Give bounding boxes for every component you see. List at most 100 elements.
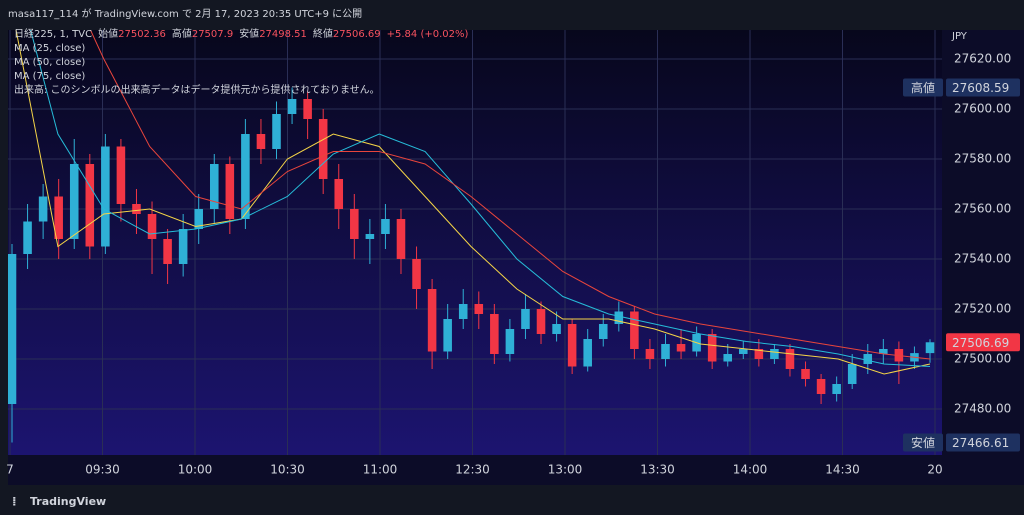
candle-body: [536, 309, 546, 334]
candle-body: [552, 324, 561, 334]
time-axis: [8, 455, 942, 485]
candle-body: [879, 349, 888, 354]
ohlc-value: 27502.36: [118, 29, 166, 40]
candle-body: [318, 119, 328, 179]
x-tick-label: 13:00: [548, 463, 583, 477]
x-tick-label: 11:00: [363, 463, 398, 477]
candle-body: [147, 214, 157, 239]
candle-body: [350, 209, 359, 239]
candle-body: [474, 304, 484, 314]
candle-body: [847, 364, 857, 384]
candle-body: [645, 349, 655, 359]
candle-body: [863, 354, 873, 364]
marks: [8, 30, 935, 443]
candle-body: [676, 344, 686, 352]
x-tick-label: 13:30: [640, 463, 675, 477]
y-tick-label: 27500.00: [954, 352, 1011, 366]
y-tick-label: 27580.00: [954, 152, 1011, 166]
ohlc-value: 27507.9: [192, 29, 233, 40]
candle-body: [396, 219, 406, 259]
price-badge-label: 27608.59: [952, 81, 1009, 95]
candle-body: [816, 379, 826, 394]
candle-body: [754, 349, 764, 359]
x-tick-label: 20: [927, 463, 942, 477]
candle-body: [303, 99, 312, 119]
candle-body: [785, 349, 795, 369]
candle-body: [381, 219, 390, 234]
candle-body: [567, 324, 577, 367]
legend-entry: MA (75, close): [14, 71, 85, 82]
candle-body: [723, 354, 733, 362]
candle-body: [101, 146, 110, 247]
candle-body: [8, 254, 17, 404]
candle-body: [832, 384, 841, 394]
x-tick-label: 10:30: [270, 463, 305, 477]
candle-body: [256, 134, 266, 149]
y-tick-label: 27620.00: [954, 52, 1011, 66]
candle-body: [287, 99, 297, 114]
candle-body: [365, 234, 375, 239]
candle-body: [661, 344, 670, 359]
candle-body: [925, 342, 935, 354]
ohlc-label: 終値: [313, 27, 333, 40]
candle-body: [69, 164, 79, 239]
logo: ⁞: [12, 495, 17, 509]
x-tick-label: 14:30: [825, 463, 860, 477]
price-badge-label: 27506.69: [952, 336, 1009, 350]
price-badge: [946, 433, 1020, 452]
y-tick-label: 27600.00: [954, 102, 1011, 116]
ma-line: [15, 30, 931, 375]
candle-body: [443, 319, 452, 352]
y-tick-label: 27480.00: [954, 402, 1011, 416]
legend-entry: MA (25, close): [14, 43, 85, 54]
price-badge: [946, 78, 1020, 97]
candle-body: [490, 314, 499, 354]
candle-body: [116, 146, 126, 204]
candle-body: [132, 204, 141, 214]
candle-body: [178, 229, 188, 264]
candle-body: [630, 311, 639, 349]
ohlc-label: 安値: [239, 27, 259, 40]
candle-body: [739, 349, 748, 354]
badge-tag-label: 安値: [911, 435, 935, 450]
volume-note: 出来高: このシンボルの出来高データはデータ提供元から提供されておりません。: [14, 83, 380, 96]
candle-body: [801, 369, 810, 379]
candle-body: [38, 196, 48, 222]
badge-tag-label: 高値: [911, 80, 935, 95]
symbol: 日経225, 1, TVC: [14, 27, 92, 40]
price-badge: [946, 333, 1020, 352]
candle-body: [505, 329, 515, 354]
badge-tag: [903, 433, 943, 452]
badge-tag: [903, 78, 943, 97]
candle-body: [85, 164, 95, 247]
candle-body: [241, 134, 250, 219]
candle-body: [23, 221, 32, 254]
candle-body: [521, 309, 530, 329]
legend-entry: MA (50, close): [14, 57, 85, 68]
price-axis: [942, 30, 1024, 485]
candle-body: [412, 259, 421, 289]
y-tick-label: 27540.00: [954, 252, 1011, 266]
candle-body: [163, 239, 172, 264]
x-tick-label: 7: [6, 463, 14, 477]
x-tick-label: 14:00: [733, 463, 768, 477]
price-badge-label: 27466.61: [952, 436, 1009, 450]
change: +5.84 (+0.02%): [387, 29, 469, 40]
ohlc-value: 27498.51: [259, 29, 307, 40]
y-tick-label: 27560.00: [954, 202, 1011, 216]
candle-body: [598, 324, 608, 339]
candle-body: [272, 114, 281, 149]
y-tick-label: 27520.00: [954, 302, 1011, 316]
candle-body: [458, 304, 468, 319]
x-tick-label: 09:30: [85, 463, 120, 477]
candle-body: [194, 209, 203, 229]
ohlc-label: 始値: [98, 27, 118, 40]
candle-body: [225, 164, 235, 219]
unit: JPY: [951, 31, 968, 42]
candle-body: [54, 196, 63, 239]
ohlc-value: 27506.69: [333, 29, 381, 40]
candle-body: [209, 164, 219, 209]
x-tick-label: 10:00: [178, 463, 213, 477]
candle-body: [614, 311, 624, 324]
